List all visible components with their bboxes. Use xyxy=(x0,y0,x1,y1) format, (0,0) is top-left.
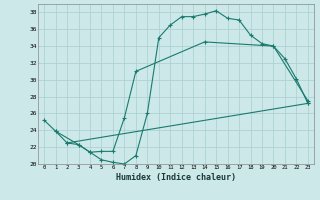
X-axis label: Humidex (Indice chaleur): Humidex (Indice chaleur) xyxy=(116,173,236,182)
